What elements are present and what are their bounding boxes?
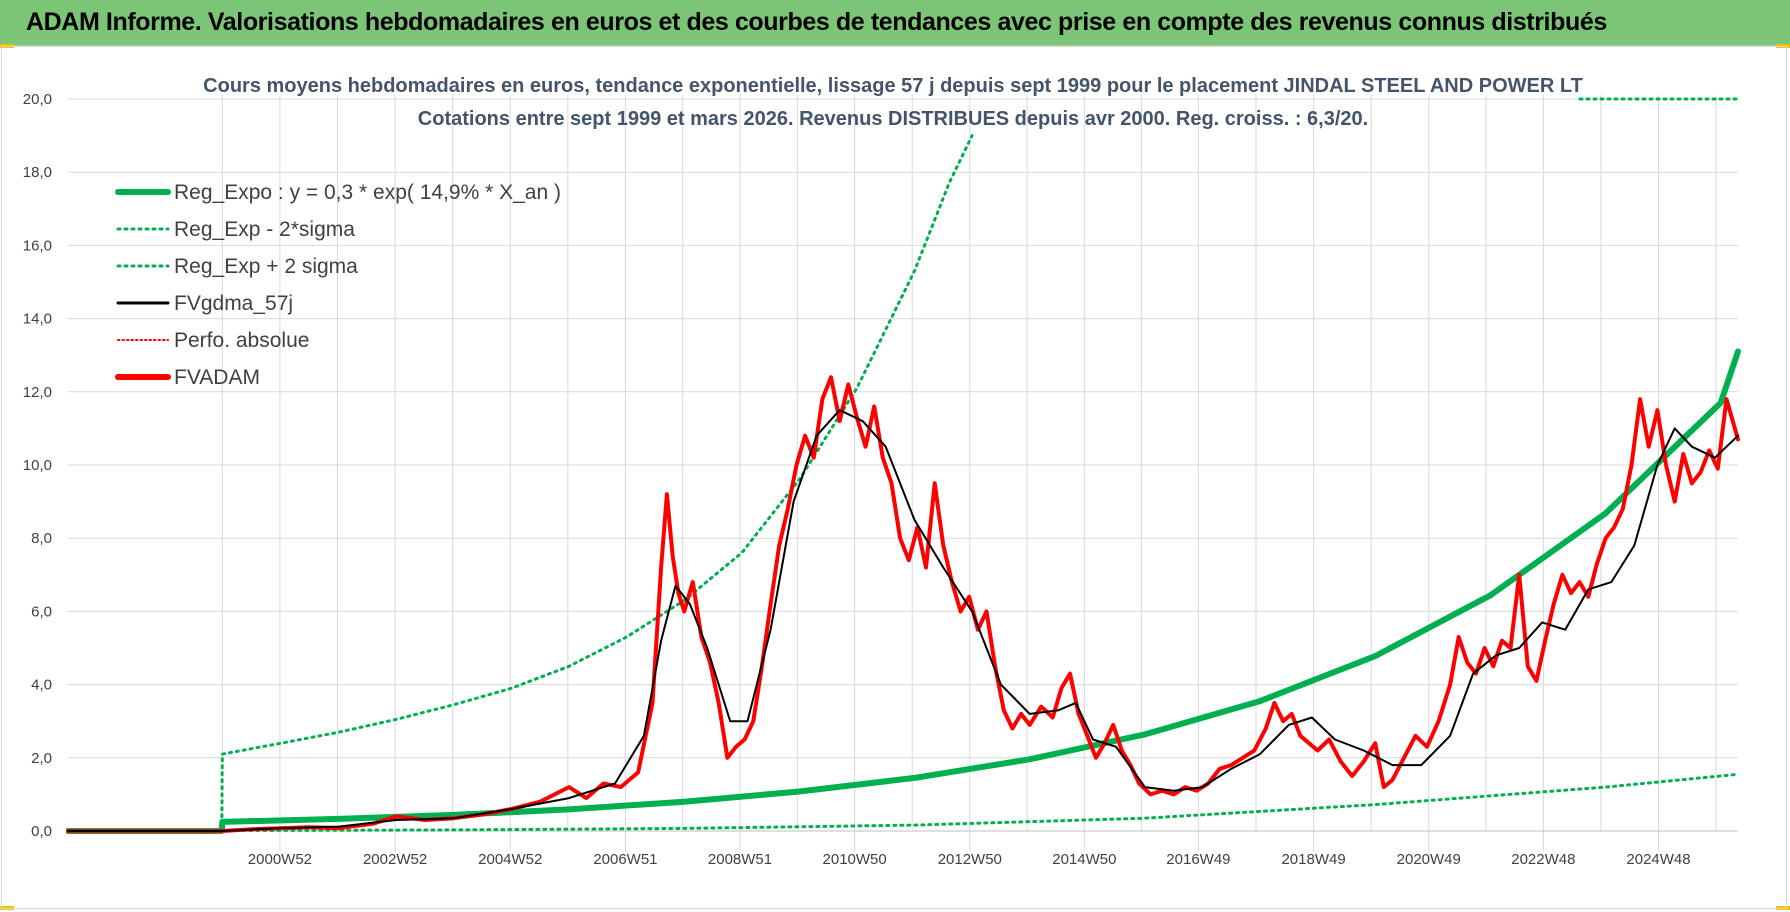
legend-item: Perfo. absolue	[117, 329, 309, 352]
y-tick-label: 8,0	[31, 530, 52, 547]
x-tick-label: 2000W52	[248, 851, 312, 868]
y-tick-label: 20,0	[23, 91, 52, 108]
header-banner: ADAM Informe. Valorisations hebdomadaire…	[0, 0, 1790, 46]
legend-label: Reg_Exp + 2 sigma	[174, 255, 358, 278]
header-title: ADAM Informe. Valorisations hebdomadaire…	[26, 8, 1607, 36]
legend-item: FVADAM	[115, 366, 260, 389]
y-tick-label: 2,0	[31, 750, 52, 767]
y-tick-label: 12,0	[23, 384, 52, 401]
gridlines	[68, 95, 1738, 851]
y-tick-label: 18,0	[23, 164, 52, 181]
series-reg-expo	[66, 348, 1741, 834]
y-tick-label: 4,0	[31, 677, 52, 694]
series-fvadam	[66, 375, 1740, 833]
y-tick-label: 0,0	[31, 823, 52, 840]
y-axis: 0,0 2,0 4,0 6,0 8,0 10,0 12,0 14,0 16,0 18,0 20,0	[23, 91, 52, 840]
x-tick-label: 2016W49	[1166, 851, 1230, 868]
chart-title-line-2: Cotations entre sept 1999 et mars 2026. …	[418, 108, 1368, 130]
x-tick-label: 2018W49	[1281, 851, 1345, 868]
x-tick-label: 2024W48	[1626, 851, 1690, 868]
x-tick-label: 2008W51	[708, 851, 772, 868]
x-tick-label: 2010W50	[823, 851, 887, 868]
y-tick-label: 6,0	[31, 603, 52, 620]
x-tick-label: 2012W50	[938, 851, 1002, 868]
series-lines	[66, 97, 1741, 834]
chart-frame	[1, 46, 1787, 909]
x-tick-label: 2004W52	[478, 851, 542, 868]
x-tick-label: 2002W52	[363, 851, 427, 868]
y-tick-label: 14,0	[23, 311, 52, 328]
y-tick-label: 16,0	[23, 237, 52, 254]
x-tick-label: 2014W50	[1052, 851, 1116, 868]
x-tick-label: 2006W51	[593, 851, 657, 868]
x-axis: 2000W52 2002W52 2004W52 2006W51 2008W51 2010W…	[68, 830, 1738, 868]
legend-label: Reg_Exp - 2*sigma	[174, 218, 355, 241]
y-tick-label: 10,0	[23, 457, 52, 474]
legend-label: FVgdma_57j	[174, 292, 293, 315]
legend-label: Perfo. absolue	[174, 329, 309, 352]
series-reg-exp-minus-2-sigma	[66, 772, 1740, 833]
legend: Reg_Expo : y = 0,3 * exp( 14,9% * X_an )…	[115, 181, 561, 389]
legend-item: Reg_Exp - 2*sigma	[116, 218, 355, 241]
series-reg-exp-plus-2-sigma	[66, 134, 974, 833]
legend-label: Reg_Expo : y = 0,3 * exp( 14,9% * X_an )	[174, 181, 561, 204]
legend-item: Reg_Expo : y = 0,3 * exp( 14,9% * X_an )	[115, 181, 561, 204]
x-tick-label: 2022W48	[1511, 851, 1575, 868]
chart-title: Cours moyens hebdomadaires en euros, ten…	[203, 75, 1583, 130]
series-fvgdma-57j	[67, 409, 1739, 832]
legend-item: FVgdma_57j	[116, 292, 293, 315]
legend-label: FVADAM	[174, 366, 260, 389]
chart-title-line-1: Cours moyens hebdomadaires en euros, ten…	[203, 75, 1583, 97]
x-tick-label: 2020W49	[1397, 851, 1461, 868]
legend-item: Reg_Exp + 2 sigma	[116, 255, 358, 278]
